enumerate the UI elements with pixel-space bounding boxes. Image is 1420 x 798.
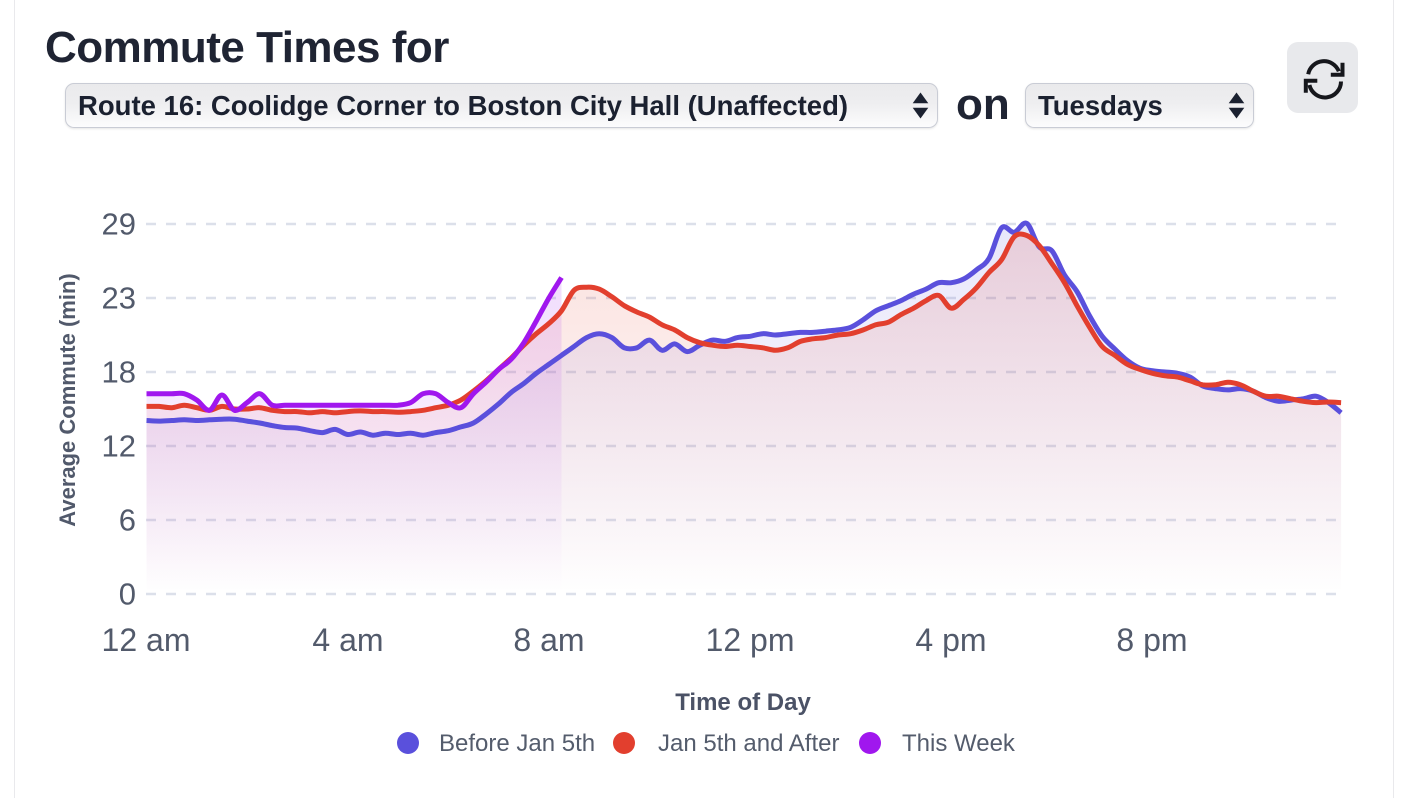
svg-text:12: 12 (102, 429, 136, 464)
svg-text:Average Commute (min): Average Commute (min) (55, 273, 80, 526)
svg-text:Time of Day: Time of Day (675, 689, 811, 716)
svg-text:12 am: 12 am (102, 622, 191, 658)
svg-text:This Week: This Week (902, 730, 1016, 757)
svg-text:18: 18 (102, 355, 136, 390)
svg-text:6: 6 (119, 503, 136, 538)
svg-text:4 am: 4 am (312, 622, 383, 658)
svg-text:Jan 5th and After: Jan 5th and After (658, 730, 839, 757)
svg-text:23: 23 (102, 281, 136, 316)
svg-text:4 pm: 4 pm (915, 622, 986, 658)
svg-text:0: 0 (119, 577, 136, 612)
svg-text:Before Jan 5th: Before Jan 5th (439, 730, 595, 757)
svg-text:8 am: 8 am (513, 622, 584, 658)
svg-text:29: 29 (102, 207, 136, 242)
svg-text:12 pm: 12 pm (706, 622, 795, 658)
svg-text:8 pm: 8 pm (1116, 622, 1187, 658)
